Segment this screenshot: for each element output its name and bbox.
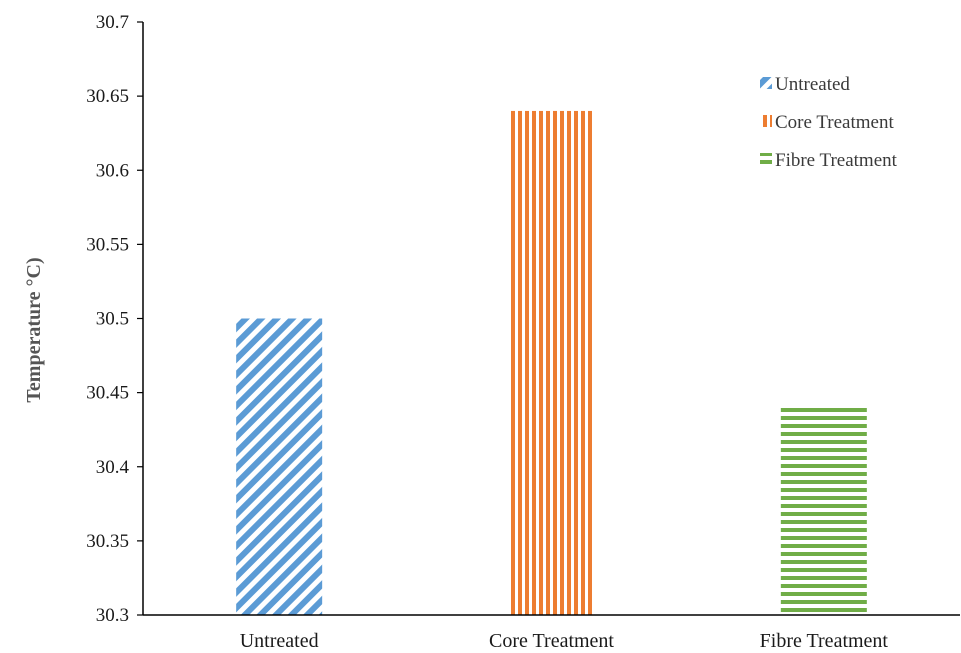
y-axis-title: Temperature °C) [23,257,45,402]
y-tick-label: 30.6 [96,160,129,181]
legend-swatch [760,77,772,89]
legend-label: Untreated [775,74,850,95]
y-tick-label: 30.55 [86,234,129,255]
legend-swatch [760,115,772,127]
legend-label: Core Treatment [775,112,894,133]
y-tick-label: 30.7 [96,12,129,33]
x-category-label: Untreated [240,630,319,652]
bar-untreated [236,318,323,615]
bar-core-treatment [508,110,595,615]
legend-swatch [760,153,772,165]
y-tick-label: 30.35 [86,531,129,552]
legend-label: Fibre Treatment [775,150,898,171]
x-category-label: Fibre Treatment [760,630,889,652]
bar-fibre-treatment [780,407,867,615]
y-tick-label: 30.65 [86,86,129,107]
y-tick-label: 30.5 [96,309,129,330]
x-axis-labels: Untreated Core Treatment Fibre Treatment [240,630,889,652]
y-axis-ticks: 30.3 30.35 30.4 30.45 30.5 30.55 30.6 30.65 30.7 [86,12,143,626]
y-tick-label: 30.45 [86,383,129,404]
y-tick-label: 30.4 [96,457,130,478]
bars [236,110,867,615]
x-category-label: Core Treatment [489,630,614,652]
legend: Untreated Core Treatment Fibre Treatment [760,74,898,171]
y-tick-label: 30.3 [96,605,129,626]
